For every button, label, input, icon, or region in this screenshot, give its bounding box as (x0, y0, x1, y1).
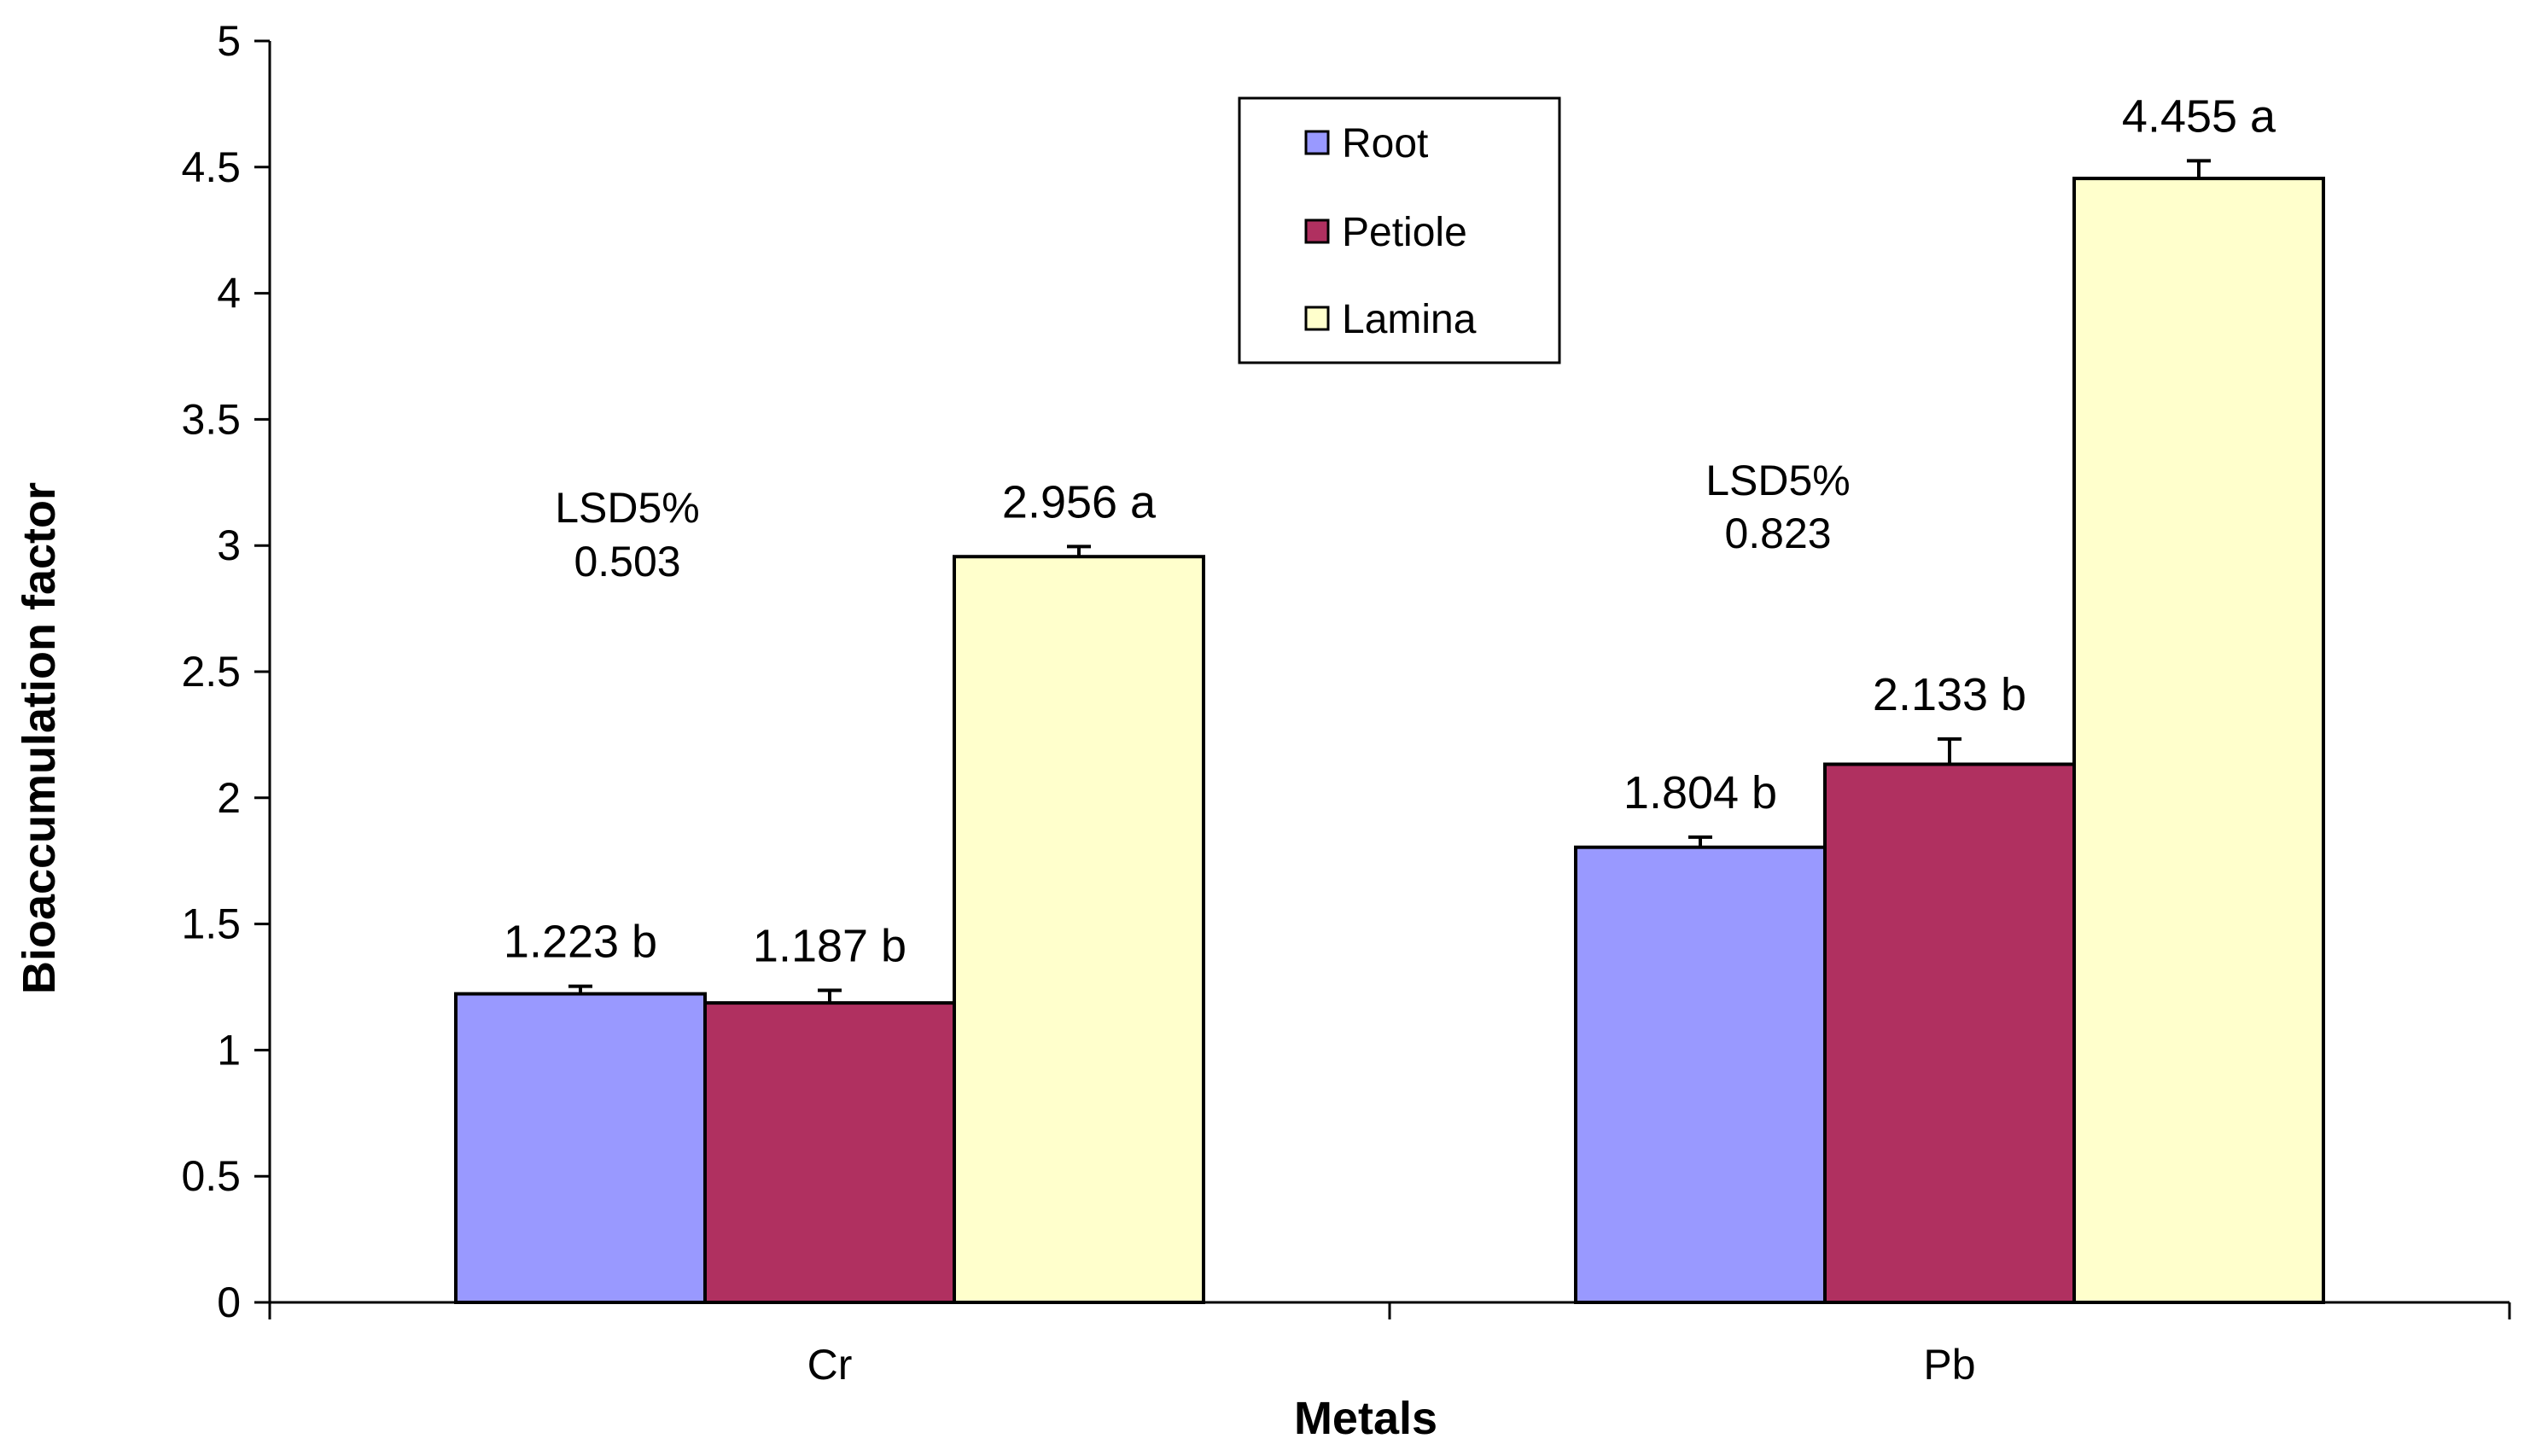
y-tick-label: 2 (217, 774, 241, 822)
lsd-value: 0.823 (1724, 510, 1831, 557)
y-axis-title: Bioaccumulation factor (14, 482, 65, 994)
legend-label-root: Root (1342, 121, 1428, 166)
bar-petiole-pb (1823, 762, 2076, 1304)
data-label: 2.133 b (1873, 669, 2026, 720)
data-label: 4.455 a (2122, 90, 2276, 142)
data-label: 2.956 a (1002, 476, 1157, 527)
legend-swatch-petiole (1304, 218, 1330, 244)
x-tick-label: Cr (807, 1341, 853, 1389)
bar-lamina-pb (2072, 177, 2325, 1304)
y-tick-label: 5 (217, 17, 241, 65)
y-tick-label: 3 (217, 521, 241, 569)
bar-petiole-cr (703, 1001, 956, 1304)
legend: Root Petiole Lamina (1238, 96, 1561, 364)
lsd-label: LSD5% (555, 484, 700, 532)
y-tick-label: 1.5 (181, 900, 241, 948)
y-tick-label: 1 (217, 1026, 241, 1074)
legend-label-lamina: Lamina (1342, 297, 1477, 342)
y-tick-label: 3.5 (181, 395, 241, 443)
lsd-label: LSD5% (1705, 457, 1851, 504)
data-label: 1.187 b (753, 920, 906, 971)
y-tick-label: 2.5 (181, 648, 241, 696)
y-tick-label: 4 (217, 270, 241, 317)
y-tick-label: 0 (217, 1278, 241, 1326)
lsd-value: 0.503 (574, 538, 680, 585)
data-label: 1.223 b (504, 917, 657, 968)
bar-root-cr (454, 992, 707, 1304)
bar-root-pb (1574, 845, 1827, 1304)
bars-group (454, 159, 2325, 1304)
legend-swatch-root (1304, 130, 1330, 155)
y-tick-label: 4.5 (181, 143, 241, 191)
legend-label-petiole: Petiole (1342, 210, 1467, 255)
legend-swatch-lamina (1304, 306, 1330, 331)
data-label: 1.804 b (1623, 767, 1777, 818)
x-tick-label: Pb (1923, 1341, 1975, 1389)
bar-lamina-cr (953, 555, 1205, 1304)
y-tick-label: 0.5 (181, 1152, 241, 1200)
labels-group: 0 0.5 1 1.5 2 2.5 3 3.5 4 4.5 5 Cr 1.223 b 1.187 b 2.9… (181, 17, 2276, 1389)
x-axis-title: Metals (1294, 1393, 1437, 1444)
legend-box (1238, 96, 1561, 364)
lsd-annotation-pb: LSD5% 0.823 (1705, 457, 1851, 557)
lsd-annotation-cr: LSD5% 0.503 (555, 484, 700, 585)
